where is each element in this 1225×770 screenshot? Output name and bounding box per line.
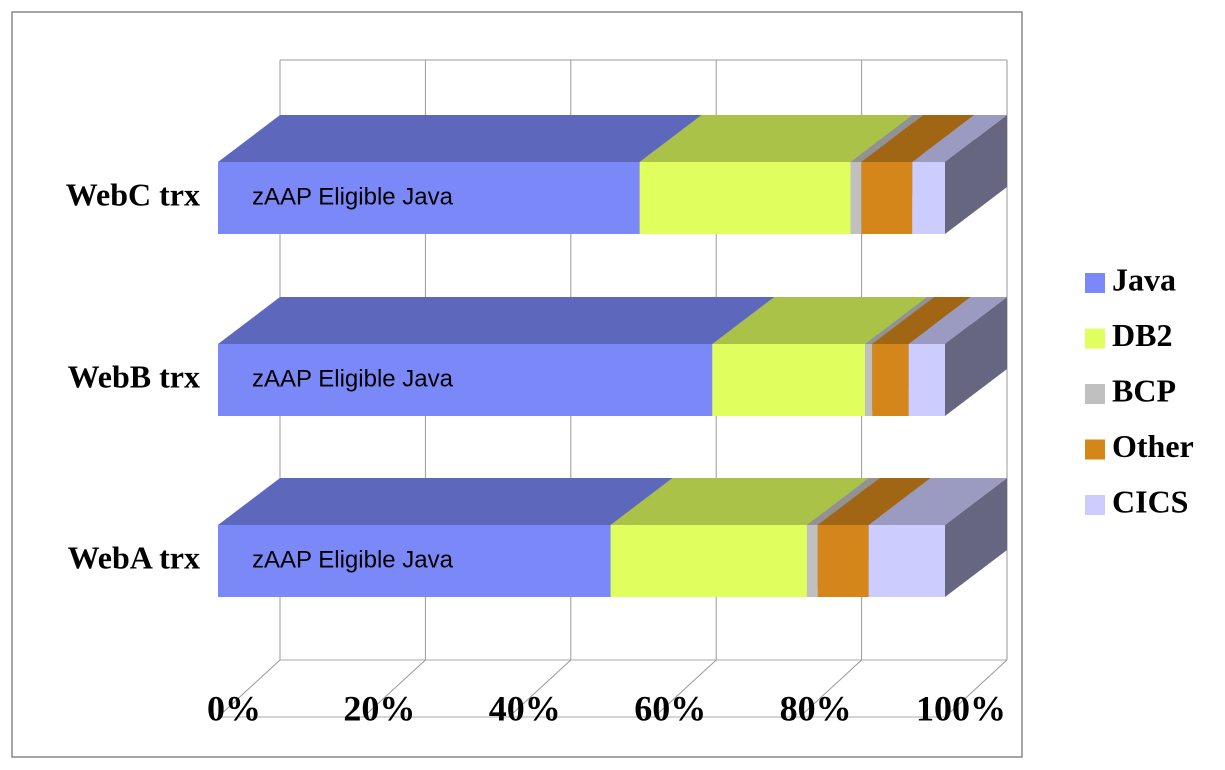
bar-side xyxy=(945,478,1007,597)
x-tick-label: 20% xyxy=(343,688,415,728)
legend-swatch xyxy=(1085,439,1105,460)
bar-top xyxy=(912,115,1007,162)
bar xyxy=(218,162,640,234)
y-tick-label: WebA trx xyxy=(68,539,200,575)
floor-grid-line xyxy=(653,659,717,718)
bar-top xyxy=(868,478,1007,525)
bar-top xyxy=(865,297,935,344)
bar xyxy=(218,525,611,597)
bar-top xyxy=(218,478,673,525)
bar-top xyxy=(610,478,869,525)
bar xyxy=(806,525,818,597)
legend-label: Other xyxy=(1112,428,1194,464)
bar xyxy=(872,344,909,416)
bar-top xyxy=(806,478,880,525)
bar-top xyxy=(817,478,931,525)
bar xyxy=(868,525,945,597)
x-tick-label: 80% xyxy=(780,688,852,728)
bar-label: zAAP Eligible Java xyxy=(252,546,454,573)
bar-top xyxy=(861,115,975,162)
floor-grid-line xyxy=(363,659,426,718)
legend-swatch xyxy=(1085,495,1105,515)
legend-label: DB2 xyxy=(1112,317,1172,353)
x-tick-label: 60% xyxy=(634,688,706,728)
legend-label: CICS xyxy=(1112,483,1188,519)
legend-swatch xyxy=(1085,328,1105,349)
legend-swatch xyxy=(1085,273,1105,293)
legend-label: BCP xyxy=(1112,372,1176,408)
bar xyxy=(908,344,945,416)
bar-top xyxy=(218,115,702,162)
y-tick-label: WebB trx xyxy=(68,358,200,394)
bar xyxy=(861,162,913,234)
floor-grid-line xyxy=(508,659,572,718)
floor-grid-line xyxy=(799,659,862,718)
bar xyxy=(639,162,851,234)
x-tick-label: 100% xyxy=(916,688,1006,728)
bar-top xyxy=(712,297,928,344)
bar-top xyxy=(850,115,924,162)
bar-top xyxy=(908,297,1007,344)
bar-side xyxy=(945,115,1007,234)
y-tick-label: WebC trx xyxy=(66,176,200,212)
bar xyxy=(865,344,873,416)
legend-swatch xyxy=(1085,384,1105,404)
floor-grid-line xyxy=(217,659,281,718)
bar-label: zAAP Eligible Java xyxy=(252,183,454,210)
bar-top xyxy=(872,297,971,344)
bar xyxy=(610,525,807,597)
bar xyxy=(850,162,862,234)
x-tick-label: 40% xyxy=(489,688,561,728)
bar xyxy=(712,344,866,416)
legend-label: Java xyxy=(1112,261,1176,297)
bar xyxy=(218,344,713,416)
x-tick-label: 0% xyxy=(207,688,261,728)
bar-top xyxy=(218,297,775,344)
bar-top xyxy=(639,115,913,162)
bar-side xyxy=(945,297,1007,416)
bar-label: zAAP Eligible Java xyxy=(252,365,454,392)
bar xyxy=(817,525,869,597)
floor-grid-line xyxy=(944,659,1008,718)
bar xyxy=(912,162,945,234)
